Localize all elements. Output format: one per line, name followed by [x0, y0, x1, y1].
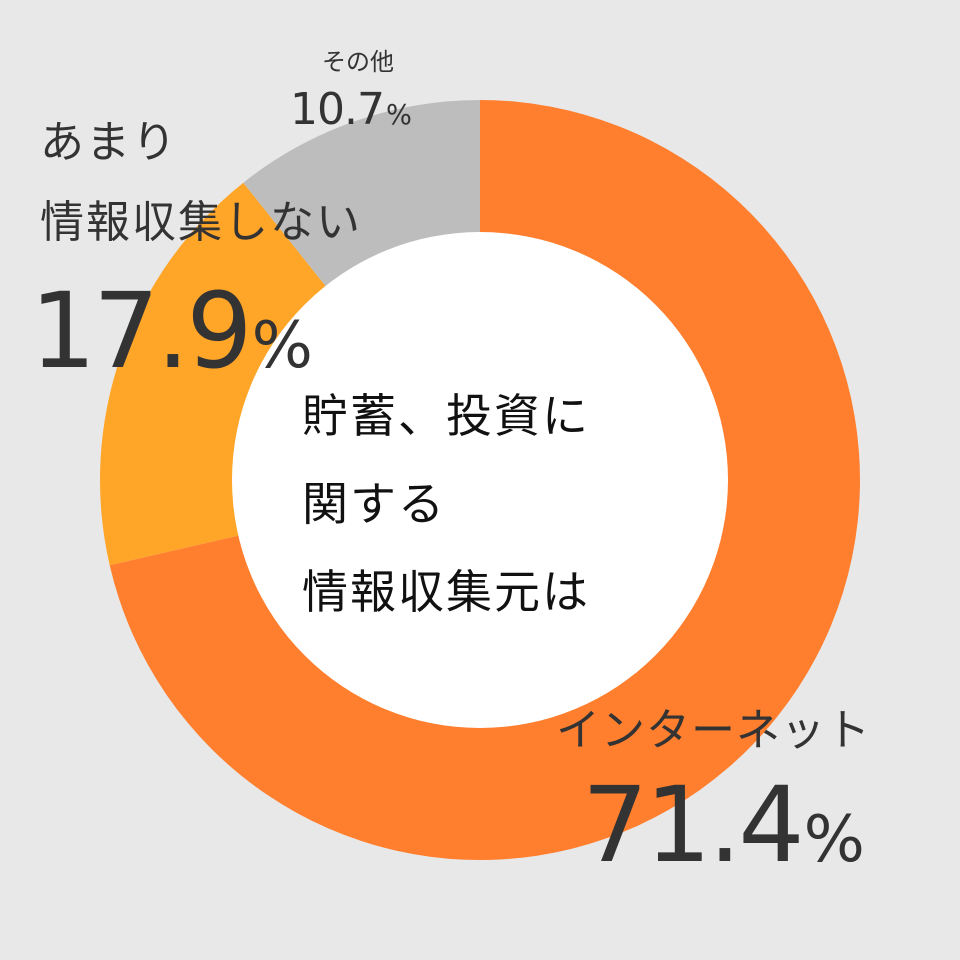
label-other-number: 10.7: [290, 84, 385, 135]
label-noinfo-value: 17.9%: [30, 270, 313, 392]
center-title-line-3: 情報収集元は: [302, 565, 590, 619]
label-other-name: その他: [322, 48, 394, 76]
label-internet-value: 71.4%: [582, 764, 865, 886]
label-noinfo-unit: %: [251, 308, 313, 383]
label-other-unit: %: [385, 100, 412, 131]
chart-center-title: 貯蓄、投資に 関する 情報収集元は: [302, 372, 702, 636]
center-title-line-2: 関する: [302, 477, 446, 531]
label-noinfo-line-2: 情報収集しない: [40, 197, 362, 248]
label-internet-number: 71.4: [582, 764, 805, 886]
center-title-line-1: 貯蓄、投資に: [302, 389, 590, 443]
label-other-value: 10.7%: [290, 84, 412, 135]
donut-hole: [232, 232, 728, 728]
label-internet-name: インターネット: [556, 705, 871, 756]
label-internet-unit: %: [803, 802, 865, 877]
label-noinfo-line-1: あまり: [40, 117, 178, 168]
label-noinfo-number: 17.9: [30, 270, 253, 392]
